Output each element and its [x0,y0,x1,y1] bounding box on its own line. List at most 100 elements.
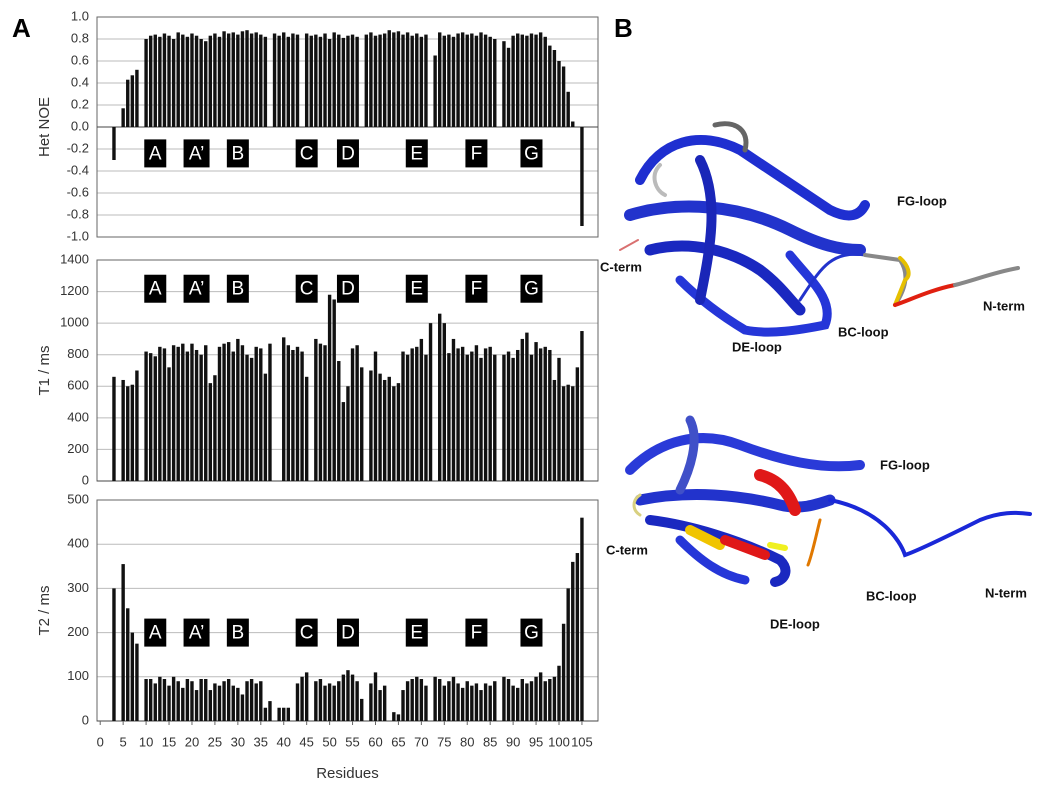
bar [254,32,258,127]
bar [534,34,538,127]
x-tick-label: 25 [208,734,222,749]
bar [470,685,474,721]
bar [341,402,346,481]
bar [144,679,148,721]
bar [323,685,327,721]
bar [332,299,336,481]
bar [360,698,364,721]
bar [226,33,231,127]
bar [245,30,249,128]
bar [268,701,272,721]
strand-label: B [232,279,245,300]
bar [415,676,419,721]
x-tick-label: 70 [414,734,428,749]
panel-label: A [12,13,31,43]
bar [474,683,479,721]
bar [456,348,460,481]
bar [194,349,199,481]
bar [286,36,291,127]
bar [208,383,213,481]
bar [355,36,359,127]
bar [263,373,268,481]
bar [240,31,245,127]
bar [456,33,460,127]
bar [148,679,153,721]
bar [561,386,566,481]
strand-label: F [471,623,483,644]
bar [529,354,534,481]
bar [506,47,511,127]
bar [346,670,350,721]
strand-label: A’ [189,143,204,164]
bar [415,33,419,127]
bar [520,679,524,721]
y-tick-label: 100 [67,668,89,683]
strand-box [465,274,488,303]
bar [520,338,524,481]
bar [557,665,561,721]
y-tick-label: 400 [67,409,89,424]
bar [479,32,483,127]
strand-label: D [341,279,355,300]
bar [571,561,575,721]
bar [447,353,451,481]
strand-label: E [410,143,423,164]
bar [575,553,580,721]
bar [199,679,203,721]
bar [561,66,566,127]
bar [548,349,552,481]
bar [130,75,135,127]
bar [300,676,304,721]
strand-box [405,139,428,168]
bar [460,687,465,721]
bar [566,91,570,127]
structure-label: DE-loop [732,339,782,354]
bar [222,31,226,127]
bar [167,685,171,721]
bar [213,683,217,721]
y-tick-label: 0.6 [71,52,89,67]
y-tick-label: 0.8 [71,30,89,45]
strand-box [520,618,543,647]
x-axis-label: Residues [316,765,379,782]
bar [392,386,396,481]
y-axis-label: T2 / ms [36,585,53,635]
bar [171,39,176,127]
bar [373,351,378,481]
bar [304,33,309,127]
bar [112,127,116,160]
y-tick-label: 400 [67,536,89,551]
bar [525,332,529,481]
bar [304,672,309,721]
bar [217,685,222,721]
bar [355,681,359,721]
strand-box [295,618,318,647]
bar [167,367,171,481]
bar [566,588,570,721]
strand-box [183,274,210,303]
bar [199,354,203,481]
bar [181,34,185,127]
bar [369,683,373,721]
bar [327,683,332,721]
bar [502,354,506,481]
bar [456,683,460,721]
bar [171,676,176,721]
x-tick-label: 45 [299,734,313,749]
bar [236,687,240,721]
x-tick-label: 105 [571,734,593,749]
bar [126,608,130,721]
structure-label: C-term [606,542,648,557]
bar [415,346,419,481]
bar [438,313,442,481]
bar [373,35,378,128]
y-tick-label: -0.4 [67,162,89,177]
bar [401,690,405,721]
strand-label: B [232,623,245,644]
bar [552,676,557,721]
bar [410,348,414,481]
bar [382,33,387,127]
bar [162,348,167,481]
bar [295,346,300,481]
bar [231,351,235,481]
